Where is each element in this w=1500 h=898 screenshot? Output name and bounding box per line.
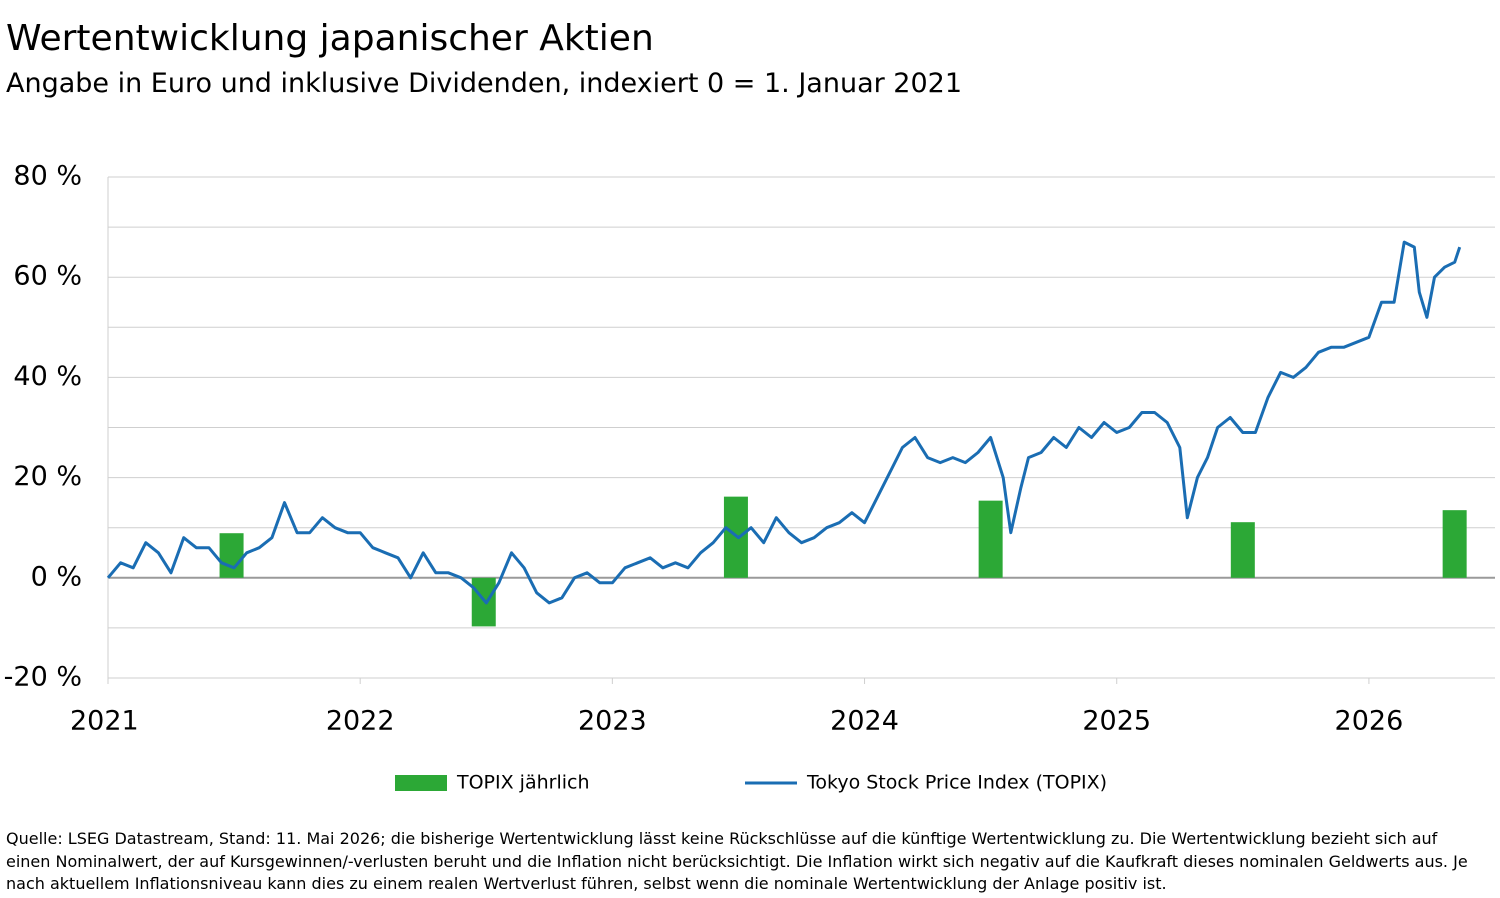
legend-label: TOPIX jährlich [456,772,590,794]
x-tick-label: 2026 [1335,706,1404,737]
line [106,240,1462,605]
y-tick-label: -20 % [4,662,82,693]
y-tick-label: 60 % [13,261,82,292]
y-tick-label: 40 % [13,361,82,392]
y-tick-label: 0 % [31,561,82,592]
legend-label: Tokyo Stock Price Index (TOPIX) [806,772,1107,794]
y-tick-label: 20 % [13,461,82,492]
bar [978,500,1003,578]
chart-title: Wertentwicklung japanischer Aktien [6,18,654,59]
footnote: Quelle: LSEG Datastream, Stand: 11. Mai … [6,829,1468,893]
y-tick-label: 80 % [13,161,82,192]
bar [219,533,244,578]
chart: -20 % 0 % 20 % 40 % 60 % 80 % 2021 2022 2023 2024… [4,161,1495,794]
x-tick-label: 2023 [578,706,647,737]
chart-subtitle: Angabe in Euro und inklusive Dividenden,… [6,68,963,99]
x-tick-label: 2025 [1082,706,1151,737]
bar [1442,510,1467,578]
x-tick-label: 2021 [70,706,139,737]
bar [1230,522,1255,578]
legend-swatch [395,775,447,791]
x-tick-label: 2022 [326,706,395,737]
x-tick-label: 2024 [830,706,899,737]
